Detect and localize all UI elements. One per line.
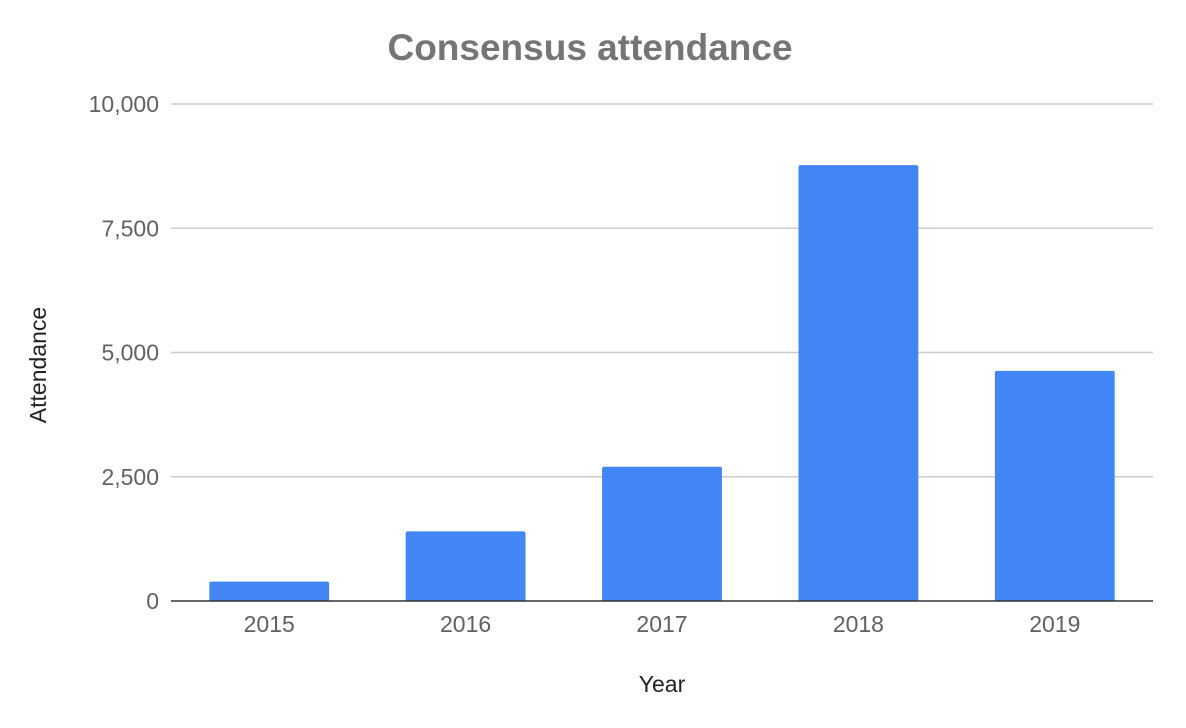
bar-2015 xyxy=(209,581,330,601)
y-axis-label: Attendance xyxy=(25,307,51,423)
chart-title: Consensus attendance xyxy=(387,27,792,68)
y-axis-ticks: 0 2,500 5,000 7,500 10,000 xyxy=(89,91,159,614)
bar-2018 xyxy=(798,165,919,602)
bar-2016 xyxy=(405,531,526,601)
y-tick-label: 2,500 xyxy=(101,464,159,490)
x-tick-label: 2019 xyxy=(1029,611,1080,637)
bars xyxy=(209,165,1115,602)
x-tick-label: 2016 xyxy=(440,611,491,637)
y-tick-label: 10,000 xyxy=(89,91,159,117)
bar-2017 xyxy=(602,466,722,601)
x-axis-label: Year xyxy=(639,671,686,697)
x-tick-label: 2017 xyxy=(636,611,687,637)
bar-2019 xyxy=(994,370,1115,601)
y-tick-label: 7,500 xyxy=(101,215,159,241)
y-tick-label: 5,000 xyxy=(101,340,159,366)
x-tick-label: 2018 xyxy=(833,611,884,637)
x-axis-ticks: 2015 2016 2017 2018 2019 xyxy=(244,611,1081,637)
x-tick-label: 2015 xyxy=(244,611,295,637)
y-tick-label: 0 xyxy=(146,588,159,614)
